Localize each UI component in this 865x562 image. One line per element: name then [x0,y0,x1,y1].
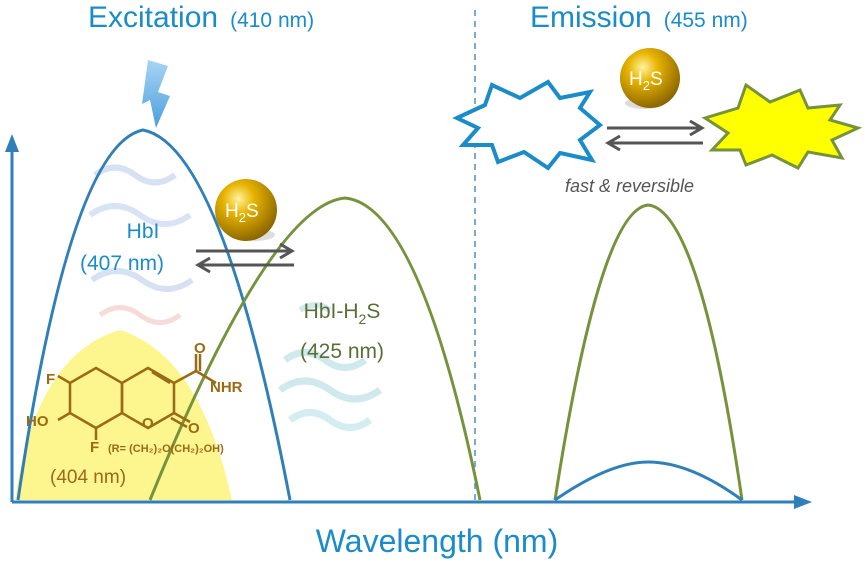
y-axis-arrowhead [5,134,19,152]
probe-excitation-curve [16,128,292,501]
dye-amide-group: NHR [210,379,243,396]
reversible-arrows-icon [605,119,705,152]
dye-fluorine-bottom: F [90,439,99,456]
dye-r-definition: (R= (CH₂)₂O(CH₂)₂OH) [108,443,224,455]
complex-emission-curve [553,203,744,501]
svg-text:H2S: H2S [629,69,663,93]
x-axis-title: Wavelength (nm) [316,523,558,559]
probe-wavelength: (407 nm) [80,252,164,275]
starburst-icon [452,79,604,171]
svg-text:H2S: H2S [225,201,259,225]
probe-emission-curve [554,460,743,502]
complex-excitation-curve [148,196,482,501]
h2s-molecule-icon: H2S [215,179,277,241]
reversible-arrows-icon [195,242,295,274]
x-axis-arrowhead [794,495,812,509]
lightning-bolt-icon [142,60,170,128]
dye-ring-oxygen: O [142,415,154,432]
protein-structure-icon [88,164,194,325]
emission-title: Emission (455 nm) [530,1,748,34]
dye-wavelength: (404 nm) [50,467,126,488]
complex-wavelength: (425 nm) [300,340,384,363]
dye-carbonyl-o: O [194,340,206,357]
emission-note: fast & reversible [565,176,694,196]
probe-name: HbI [127,220,160,243]
h2s-molecule-icon: H2S [620,48,680,109]
complex-name: HbI-H2S [304,300,381,327]
excitation-title: Excitation (410 nm) [88,1,314,34]
protein-complex-icon [277,302,383,431]
starburst-icon [701,82,863,170]
dye-lactone-oxygen: O [188,420,200,437]
dye-hydroxy: HO [26,413,49,430]
dye-chemical-structure [57,354,217,440]
dye-fluorine-top: F [46,371,55,388]
